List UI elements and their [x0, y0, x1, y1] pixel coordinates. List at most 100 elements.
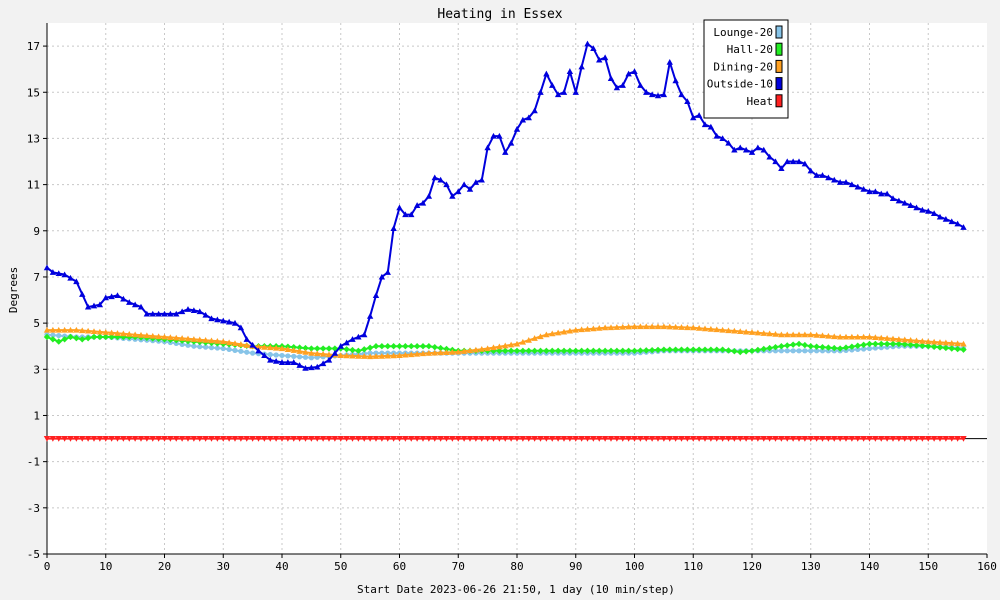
data-point [654, 436, 662, 442]
data-point [848, 181, 856, 188]
data-point [531, 107, 538, 114]
data-point [314, 363, 321, 370]
data-point [613, 347, 621, 355]
data-point [337, 352, 344, 359]
data-point [807, 436, 814, 442]
data-point [149, 332, 156, 339]
data-point [61, 271, 68, 278]
legend-swatch [775, 94, 783, 108]
data-point [719, 135, 726, 141]
data-point [742, 146, 750, 153]
data-point [519, 436, 527, 442]
data-point [672, 77, 679, 84]
data-point [883, 335, 891, 341]
data-point [384, 352, 391, 359]
data-point [625, 323, 632, 330]
data-point [120, 330, 127, 337]
data-point [836, 345, 844, 352]
data-point [672, 323, 679, 330]
data-point [208, 337, 215, 344]
data-point [102, 333, 109, 341]
data-point [378, 273, 386, 280]
data-point [560, 89, 568, 95]
data-point [707, 123, 715, 130]
data-point [449, 349, 456, 355]
data-point [413, 202, 421, 208]
data-point [901, 199, 908, 206]
data-point [707, 325, 715, 332]
data-point [878, 190, 885, 197]
data-point [143, 332, 151, 339]
data-point [631, 323, 638, 330]
data-point [737, 348, 744, 356]
data-point [819, 348, 826, 354]
data-point [895, 340, 903, 348]
data-point [860, 341, 867, 349]
data-point [284, 346, 292, 353]
data-point [913, 342, 920, 349]
data-point [484, 345, 491, 352]
data-point [408, 351, 415, 358]
data-point [220, 345, 226, 352]
data-point [325, 351, 333, 358]
data-point [701, 346, 709, 353]
data-point [502, 342, 509, 349]
data-point [878, 340, 885, 348]
data-point [778, 436, 785, 442]
legend-label: Lounge-20 [713, 26, 773, 39]
data-point [801, 331, 809, 338]
data-point [155, 310, 162, 317]
data-point [948, 218, 955, 225]
data-point [819, 343, 826, 351]
data-point [355, 347, 362, 355]
data-point [167, 334, 174, 341]
data-point [402, 436, 409, 442]
data-point [760, 345, 767, 353]
data-point [49, 436, 57, 442]
data-point [913, 436, 920, 442]
data-point [654, 323, 662, 330]
data-point [220, 338, 227, 345]
data-point [73, 326, 80, 333]
data-point [878, 334, 885, 341]
data-point [842, 436, 850, 442]
data-point [607, 436, 615, 442]
data-point [67, 333, 74, 341]
data-point [549, 82, 556, 88]
data-point [325, 436, 333, 442]
data-point [748, 329, 756, 335]
y-tick-label: 5 [33, 317, 40, 330]
data-point [343, 346, 350, 353]
data-point [161, 436, 168, 442]
data-point [790, 348, 796, 354]
data-point [766, 344, 773, 352]
data-point [883, 436, 891, 442]
data-point [795, 331, 803, 338]
data-point [678, 91, 685, 98]
data-point [437, 176, 444, 183]
data-point [660, 91, 668, 98]
data-point [302, 354, 309, 360]
data-point [883, 190, 891, 197]
data-point [490, 132, 497, 139]
data-point [796, 348, 802, 354]
data-point [267, 356, 274, 363]
data-point [308, 349, 315, 356]
data-point [90, 333, 98, 341]
data-point [243, 436, 250, 442]
data-point [637, 436, 644, 442]
data-point [643, 436, 650, 442]
data-point [272, 358, 280, 364]
data-point [431, 436, 438, 442]
data-point [190, 336, 198, 342]
data-point [478, 176, 485, 183]
data-point [907, 202, 914, 208]
data-point [202, 311, 209, 318]
data-point [507, 139, 515, 146]
data-point [889, 335, 897, 342]
data-point [554, 329, 562, 336]
data-point [725, 347, 732, 354]
data-point [325, 345, 333, 352]
data-point [760, 146, 767, 153]
